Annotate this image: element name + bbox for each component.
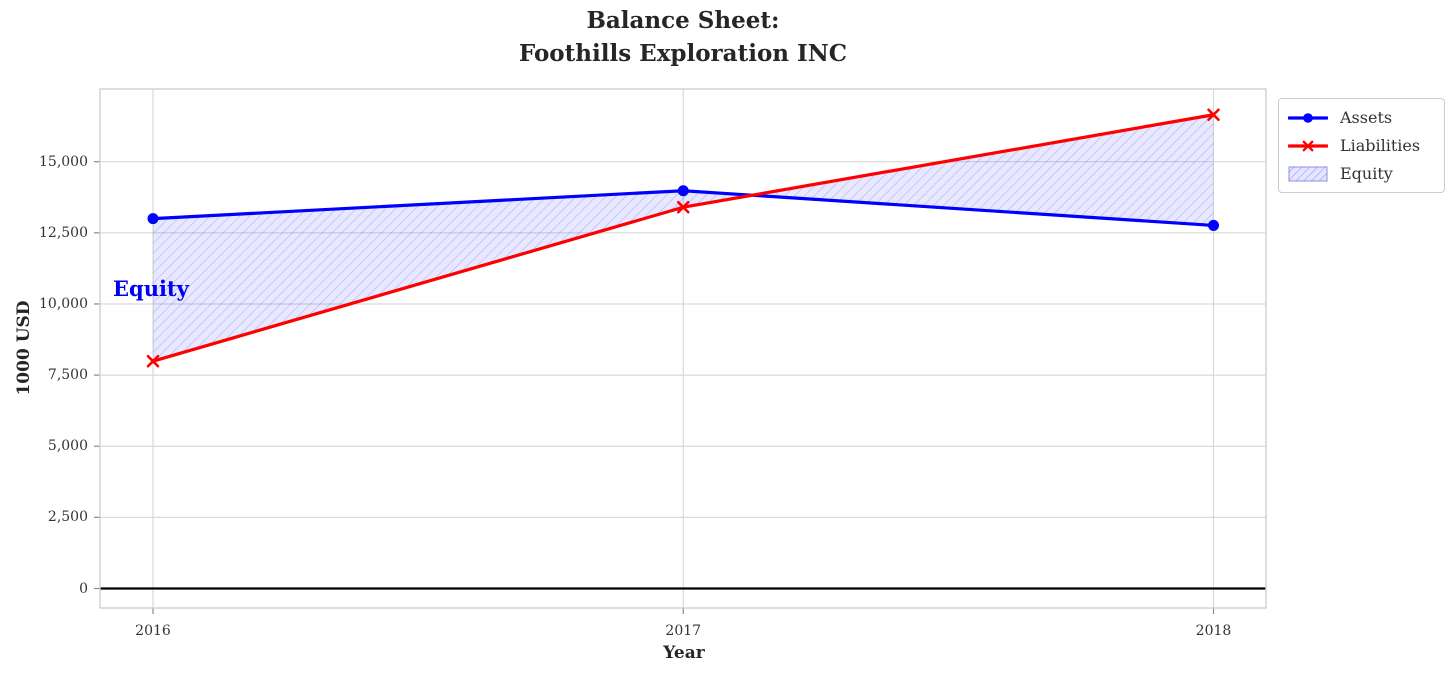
assets-line-icon [1288,112,1328,123]
y-tick-label: 0 [79,580,88,597]
plot-border [99,88,1267,609]
x-tick-label: 2016 [135,623,171,639]
equity-patch-icon [1288,165,1328,182]
legend-item-equity: Equity [1288,162,1434,185]
x-tick-label: 2017 [665,623,702,639]
legend-item-assets: Assets [1288,106,1434,129]
legend-label-equity: Equity [1340,164,1393,183]
x-tick-label: 2018 [1195,623,1232,639]
y-tick-label: 15,000 [39,153,88,170]
y-tick-label: 12,500 [39,224,88,241]
axis-tick-marks [94,161,1215,614]
y-tick-label: 5,000 [47,438,88,455]
equity-area [153,114,1214,362]
series-markers [146,108,1220,368]
legend-label-liabilities: Liabilities [1340,136,1421,155]
legend-label-assets: Assets [1340,108,1393,127]
x-axis-title: Year [663,643,705,663]
legend: Assets Liabilities Equity [1278,98,1445,193]
y-tick-label: 7,500 [47,367,88,384]
y-axis-title: 1000 USD [14,300,34,396]
chart-title: Balance Sheet: Foothills Exploration INC [100,4,1266,70]
chart-title-line2: Foothills Exploration INC [518,40,848,67]
liabilities-line-icon [1288,140,1328,151]
y-tick-label: 2,500 [47,509,88,526]
legend-item-liabilities: Liabilities [1288,134,1434,157]
equity-annotation: Equity [113,276,189,301]
y-tick-label: 10,000 [39,295,88,312]
chart-title-line1: Balance Sheet: [586,7,780,34]
